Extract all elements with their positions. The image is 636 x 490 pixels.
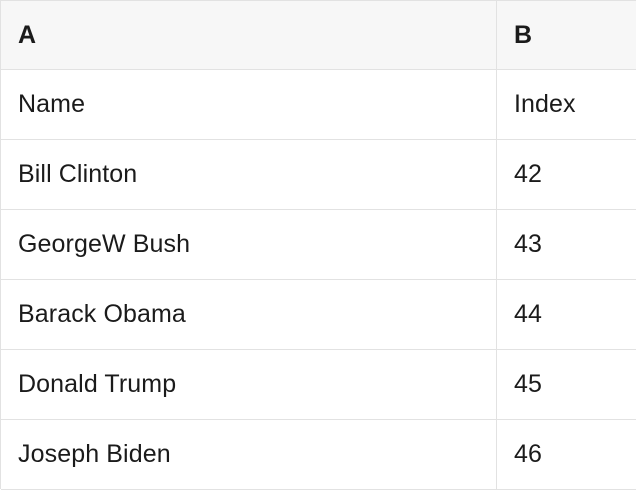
cell-name[interactable]: Joseph Biden xyxy=(1,420,497,489)
table-row: GeorgeW Bush 43 xyxy=(1,210,636,280)
cell-index-header[interactable]: Index xyxy=(514,90,576,118)
table-row: Joseph Biden 46 xyxy=(1,420,636,490)
column-header-row: A B xyxy=(1,1,636,70)
table-row: Name Index xyxy=(1,70,636,140)
table-row: Barack Obama 44 xyxy=(1,280,636,350)
cell-name[interactable]: GeorgeW Bush xyxy=(1,210,497,279)
cell-index[interactable]: 42 xyxy=(514,160,543,188)
column-header-a[interactable]: A xyxy=(1,1,497,69)
column-header-b[interactable]: B xyxy=(514,20,533,49)
cell-name[interactable]: Bill Clinton xyxy=(1,140,497,209)
cell-index[interactable]: 43 xyxy=(514,230,543,258)
table-row: Donald Trump 45 xyxy=(1,350,636,420)
table-row: Bill Clinton 42 xyxy=(1,140,636,210)
cell-name[interactable]: Donald Trump xyxy=(1,350,497,419)
cell-index[interactable]: 44 xyxy=(514,300,543,328)
cell-index[interactable]: 45 xyxy=(514,370,543,398)
cell-name[interactable]: Barack Obama xyxy=(1,280,497,349)
cell-name-header[interactable]: Name xyxy=(1,70,497,139)
cell-index[interactable]: 46 xyxy=(514,440,543,468)
